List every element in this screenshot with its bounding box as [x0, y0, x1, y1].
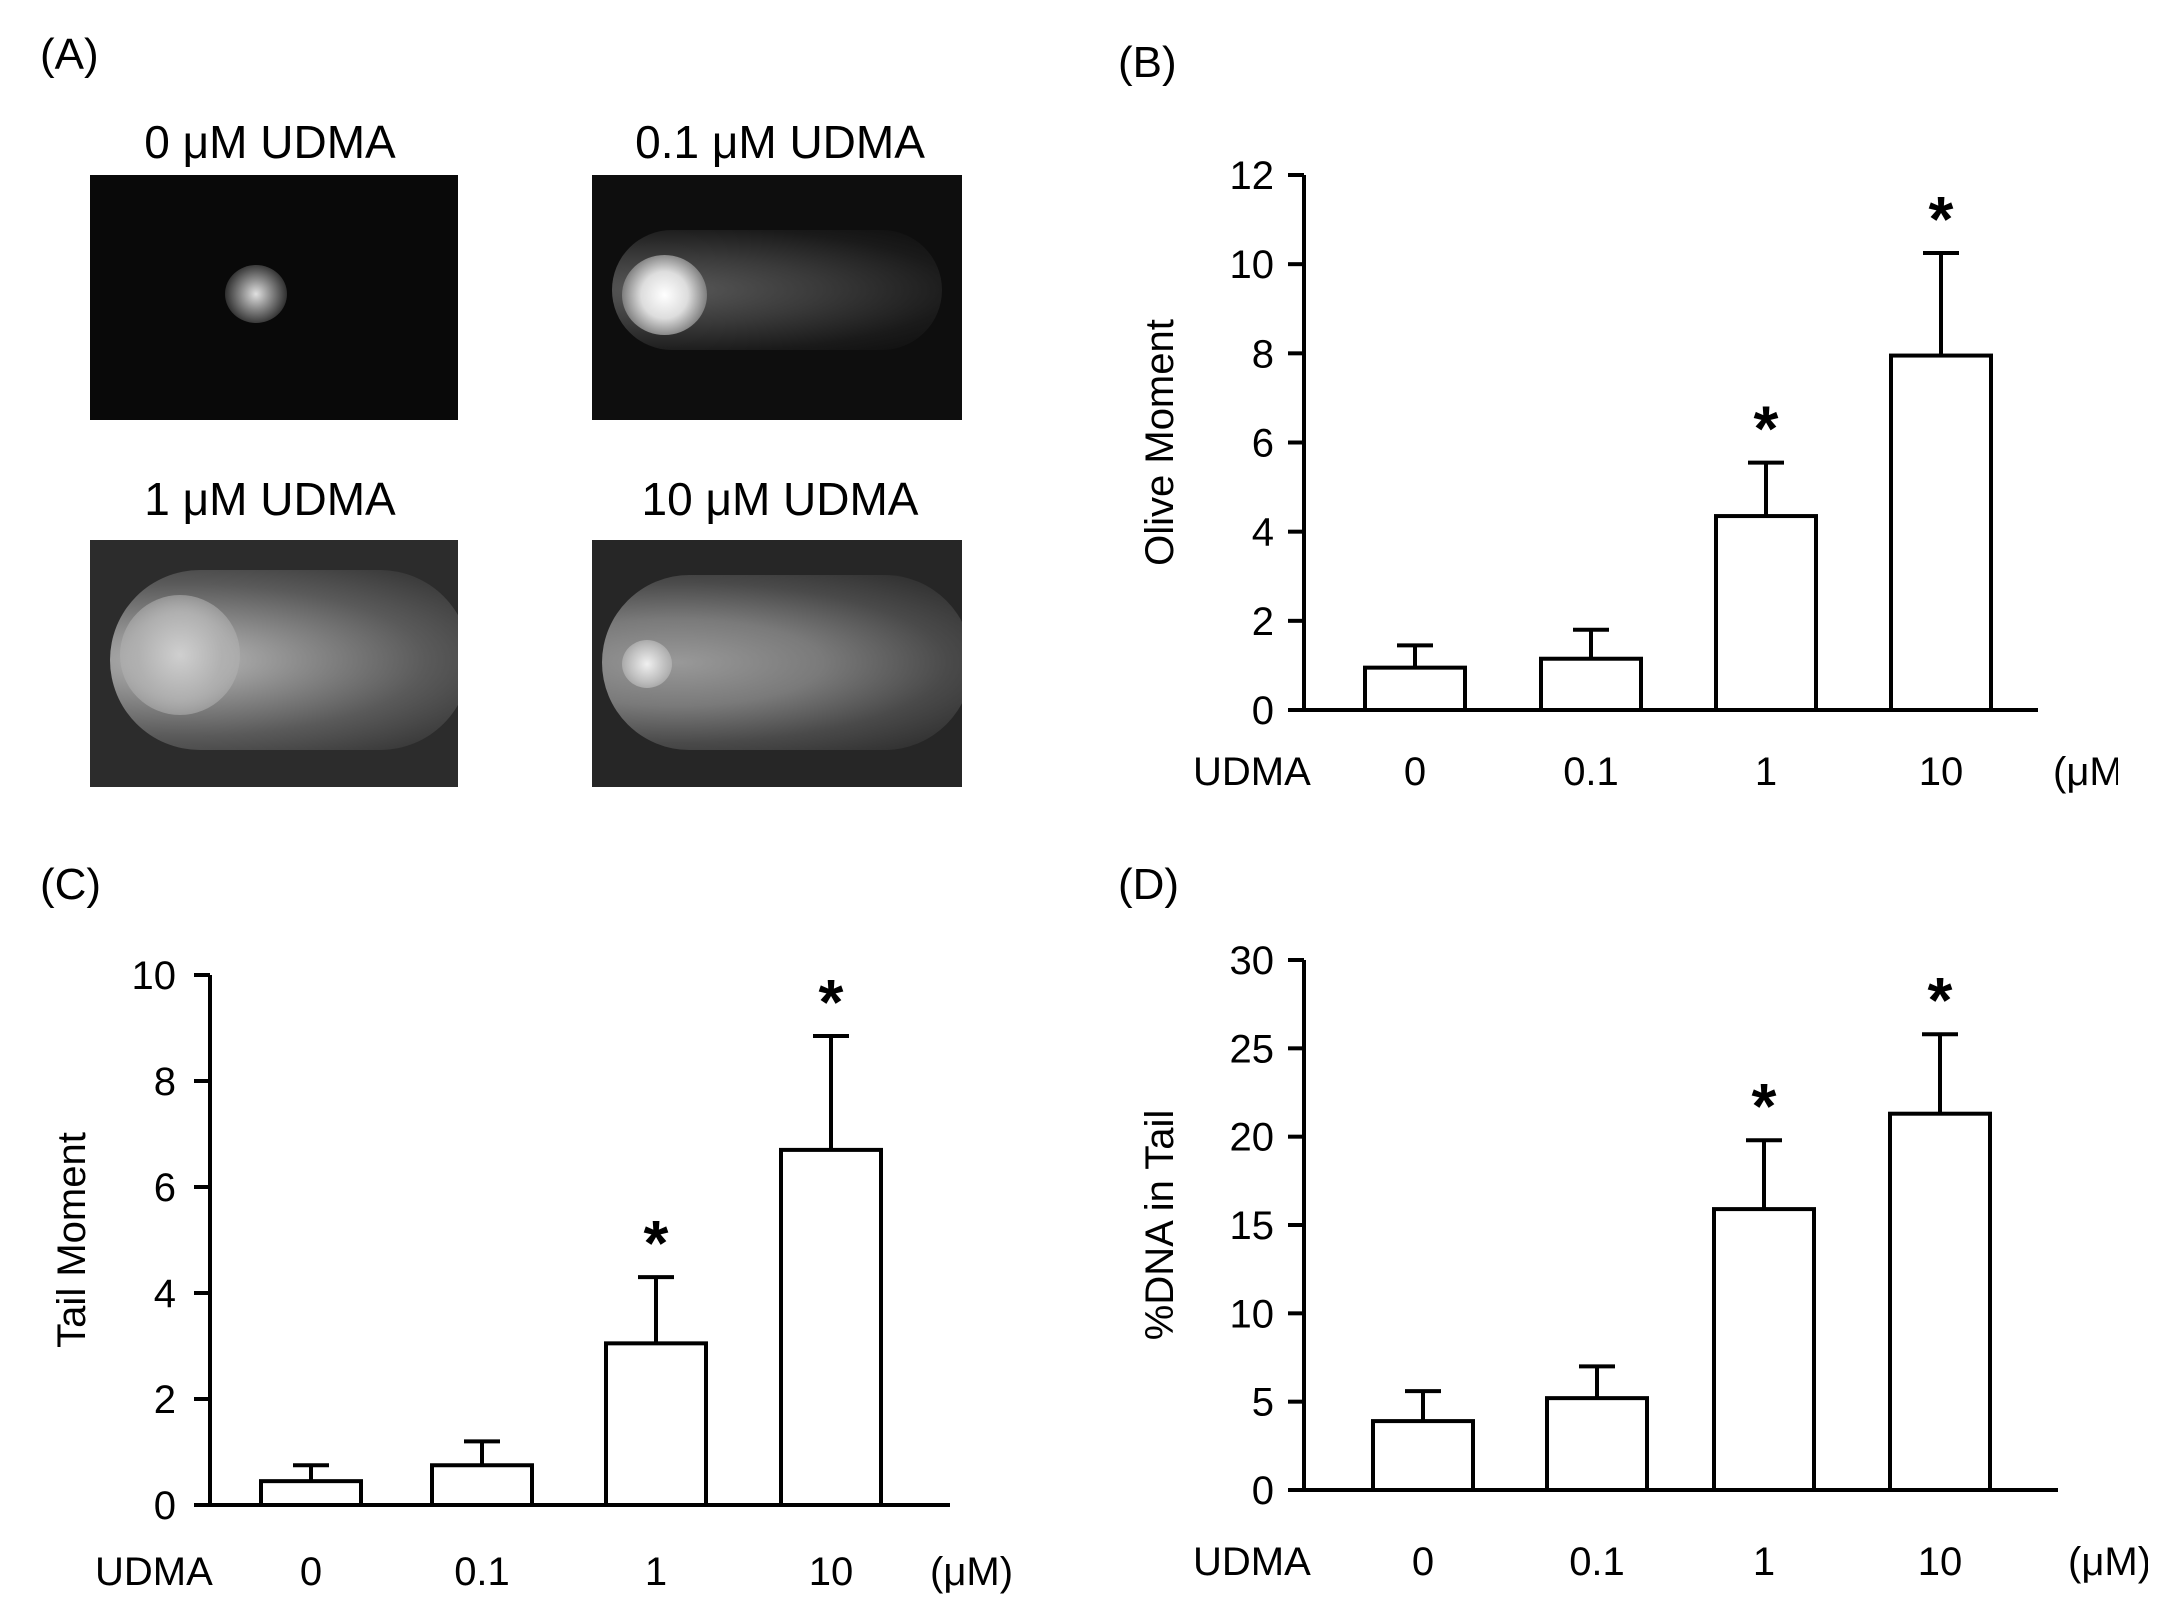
- y-tick-label: 2: [154, 1378, 176, 1422]
- micrograph-caption-10: 10 μM UDMA: [641, 473, 919, 525]
- chart-dna-in-tail: 0 5 10 15 20 25 30 %DNA in Tail 0 0.1 * 1 * 10 UDMA (μM…: [1138, 940, 2148, 1584]
- x-tick-label: 1: [1753, 1540, 1775, 1584]
- x-axis-unit: (μM): [2053, 750, 2118, 794]
- y-tick-label: 10: [132, 954, 177, 998]
- x-tick-label: 0: [1404, 750, 1426, 794]
- y-tick-label: 20: [1230, 1116, 1275, 1160]
- bar: [430, 1463, 534, 1507]
- x-tick-label: 0.1: [1569, 1540, 1625, 1584]
- micrograph-1: [90, 540, 458, 787]
- y-tick-label: 6: [1252, 422, 1274, 466]
- panel-a-label: (A): [40, 30, 99, 79]
- x-axis-prefix: UDMA: [1193, 750, 1311, 794]
- x-tick-label: 10: [1919, 750, 1964, 794]
- bar: [1371, 1419, 1475, 1493]
- bar: [1545, 1396, 1649, 1492]
- significance-marker: *: [1929, 183, 1954, 255]
- y-axis-label: Tail Moment: [50, 1132, 94, 1348]
- x-tick-label: 0: [1412, 1540, 1434, 1584]
- x-tick-label: 10: [809, 1550, 854, 1594]
- y-tick-label: 5: [1252, 1381, 1274, 1425]
- micrograph-10: [592, 540, 962, 787]
- x-tick-label: 0.1: [1563, 750, 1619, 794]
- chart-tail-moment: 0 2 4 6 8 10 Tail Moment 0 0.1 * 1 * 10 UDMA (μM): [50, 954, 1013, 1594]
- x-axis-prefix: UDMA: [1193, 1540, 1311, 1584]
- y-axis-label: Olive Moment: [1138, 319, 1182, 566]
- micrograph-caption-0: 0 μM UDMA: [144, 116, 396, 168]
- y-tick-label: 0: [154, 1484, 176, 1528]
- x-tick-label: 1: [645, 1550, 667, 1594]
- y-tick-label: 10: [1230, 1292, 1275, 1336]
- significance-marker: *: [1752, 1070, 1777, 1142]
- y-tick-label: 0: [1252, 1469, 1274, 1513]
- y-tick-label: 25: [1230, 1027, 1275, 1071]
- bar: [604, 1341, 708, 1507]
- micrograph-0: [90, 175, 458, 420]
- x-axis-unit: (μM): [2068, 1540, 2148, 1584]
- y-tick-label: 12: [1230, 154, 1275, 198]
- significance-marker: *: [644, 1207, 669, 1279]
- significance-marker: *: [1928, 964, 1953, 1036]
- micrograph-caption-0-1: 0.1 μM UDMA: [635, 116, 925, 168]
- significance-marker: *: [1754, 393, 1779, 465]
- x-tick-label: 0: [300, 1550, 322, 1594]
- panel-c-label: (C): [40, 860, 102, 909]
- micrograph-caption-1: 1 μM UDMA: [144, 473, 396, 525]
- bar: [1539, 656, 1643, 713]
- y-tick-label: 4: [154, 1272, 176, 1316]
- bar: [1889, 353, 1993, 712]
- comet-head: [225, 265, 287, 323]
- x-tick-label: 10: [1918, 1540, 1963, 1584]
- panel-d-label: (D): [1118, 860, 1180, 909]
- y-axis-label: %DNA in Tail: [1138, 1110, 1182, 1340]
- y-tick-label: 2: [1252, 600, 1274, 644]
- comet-head: [622, 255, 707, 335]
- x-axis-prefix: UDMA: [95, 1550, 213, 1594]
- comet-head: [120, 595, 240, 715]
- bar: [1363, 665, 1467, 712]
- y-tick-label: 8: [154, 1060, 176, 1104]
- y-tick-label: 0: [1252, 689, 1274, 733]
- chart-olive-moment: 0 2 4 6 8 10 12 Olive Moment 0 0.1 * 1 * 10 UDMA (μM): [1138, 154, 2118, 794]
- bar: [1714, 514, 1818, 712]
- micrograph-0-1: [592, 175, 962, 420]
- y-tick-label: 30: [1230, 940, 1275, 983]
- x-tick-label: 1: [1755, 750, 1777, 794]
- x-tick-label: 0.1: [454, 1550, 510, 1594]
- y-tick-label: 15: [1230, 1204, 1275, 1248]
- bar: [779, 1147, 883, 1507]
- significance-marker: *: [819, 966, 844, 1038]
- y-tick-label: 8: [1252, 332, 1274, 376]
- comet-head: [622, 640, 672, 688]
- x-axis-unit: (μM): [930, 1550, 1013, 1594]
- bar: [1888, 1111, 1992, 1492]
- y-tick-label: 6: [154, 1166, 176, 1210]
- bar: [1712, 1207, 1816, 1492]
- bar: [259, 1479, 363, 1508]
- y-tick-label: 4: [1252, 511, 1274, 555]
- panel-b-label: (B): [1118, 38, 1177, 87]
- y-tick-label: 10: [1230, 243, 1275, 287]
